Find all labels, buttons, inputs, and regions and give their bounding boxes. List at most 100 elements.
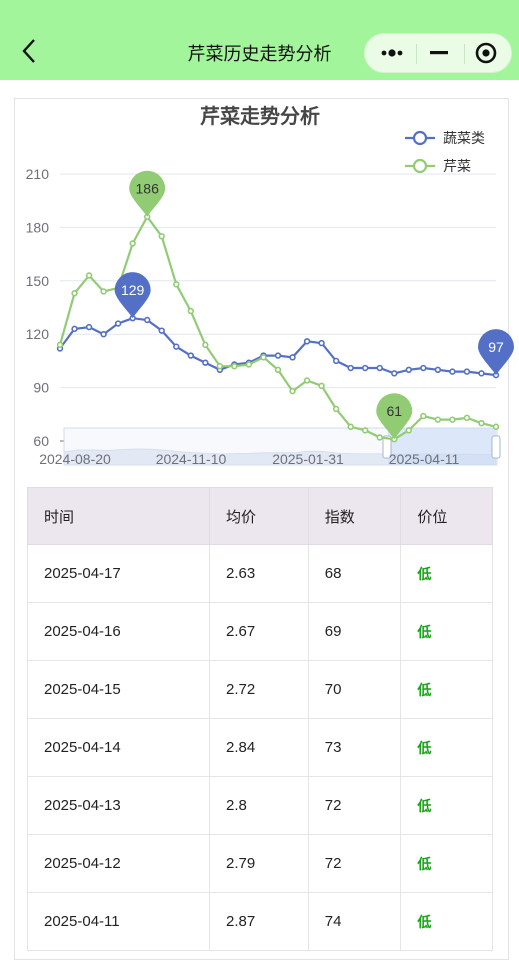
- marker-label: 186: [136, 181, 160, 197]
- more-icon[interactable]: [367, 34, 415, 72]
- data-point: [100, 331, 107, 338]
- table-row: 2025-04-16 2.67 69 低: [27, 602, 493, 661]
- y-tick-label: 90: [33, 380, 49, 396]
- cell-level: 低: [400, 602, 493, 661]
- cell-avg-price: 2.79: [209, 834, 309, 893]
- cell-level: 低: [400, 892, 493, 951]
- data-point: [129, 240, 136, 247]
- capsule-menu: [364, 33, 512, 73]
- header-avg-price: 均价: [209, 487, 309, 545]
- table-row: 2025-04-14 2.84 73 低: [27, 718, 493, 777]
- cell-avg-price: 2.72: [209, 660, 309, 719]
- data-zoom-selection: [388, 428, 496, 465]
- data-point: [376, 364, 383, 372]
- cell-avg-price: 2.87: [209, 892, 309, 951]
- table-row: 2025-04-11 2.87 74 低: [27, 892, 493, 951]
- data-point: [318, 382, 325, 390]
- marker-pin: [129, 170, 166, 217]
- chart-title: 芹菜走势分析: [200, 104, 320, 128]
- x-tick-label: 2025-01-31: [272, 451, 344, 467]
- data-point: [187, 352, 195, 359]
- level-badge: 低: [417, 565, 432, 582]
- data-point: [202, 359, 209, 366]
- marker-pin: [376, 393, 413, 440]
- capsule-divider: [464, 44, 465, 64]
- x-tick-label: 2024-11-10: [156, 451, 227, 467]
- data-point: [173, 281, 180, 288]
- cell-level: 低: [400, 834, 493, 893]
- data-point: [114, 320, 122, 327]
- marker-pin: [114, 272, 151, 319]
- data-point: [420, 364, 427, 372]
- level-badge: 低: [417, 681, 432, 698]
- data-point: [158, 233, 165, 240]
- level-badge: 低: [417, 855, 432, 872]
- data-point: [434, 366, 442, 373]
- cell-index: 72: [307, 834, 402, 893]
- cell-time: 2025-04-16: [27, 602, 210, 661]
- data-point: [71, 290, 78, 297]
- header-time: 时间: [27, 487, 210, 545]
- x-tick-label: 2025-04-11: [389, 451, 460, 467]
- back-arrow-icon[interactable]: [14, 36, 44, 66]
- data-point: [492, 423, 500, 430]
- cell-index: 73: [307, 718, 402, 777]
- table-row: 2025-04-12 2.79 72 低: [27, 834, 493, 893]
- data-point: [478, 370, 485, 377]
- cell-time: 2025-04-15: [27, 660, 210, 719]
- cell-index: 68: [307, 544, 402, 603]
- data-point: [289, 354, 296, 361]
- level-badge: 低: [417, 739, 432, 756]
- data-point: [260, 354, 267, 361]
- header-index: 指数: [307, 487, 402, 545]
- cell-index: 69: [307, 602, 402, 661]
- cell-avg-price: 2.84: [209, 718, 309, 777]
- data-point: [187, 307, 195, 315]
- header-price-level: 价位: [400, 487, 493, 545]
- data-point: [85, 272, 93, 279]
- data-point: [318, 339, 325, 347]
- data-point: [332, 357, 340, 365]
- data-point: [405, 366, 412, 373]
- cell-time: 2025-04-12: [27, 834, 210, 893]
- marker-label: 61: [386, 403, 402, 419]
- data-point: [173, 343, 180, 350]
- level-badge: 低: [417, 797, 432, 814]
- data-point: [144, 316, 151, 324]
- data-point: [245, 361, 253, 368]
- data-point: [274, 352, 282, 359]
- legend-symbol: [412, 130, 428, 146]
- data-point: [71, 325, 78, 333]
- data-point: [463, 368, 471, 375]
- cell-time: 2025-04-14: [27, 718, 210, 777]
- data-point: [332, 405, 340, 413]
- minimize-icon[interactable]: [415, 34, 463, 72]
- data-point: [303, 338, 311, 345]
- data-point: [434, 416, 442, 423]
- data-point: [347, 423, 354, 430]
- capsule-divider: [416, 44, 417, 64]
- cell-time: 2025-04-11: [27, 892, 210, 951]
- cell-level: 低: [400, 718, 493, 777]
- price-table: 时间 均价 指数 价位 2025-04-17 2.63 68 低 2025-04-16…: [27, 487, 493, 951]
- cell-level: 低: [400, 660, 493, 719]
- marker-label: 97: [488, 339, 504, 355]
- marker-pin: [478, 329, 514, 376]
- table-row: 2025-04-17 2.63 68 低: [27, 544, 493, 603]
- legend-label: 蔬菜类: [443, 131, 485, 147]
- table-row: 2025-04-13 2.8 72 低: [27, 776, 493, 835]
- close-target-icon[interactable]: [463, 34, 511, 72]
- y-tick-label: 120: [26, 326, 50, 342]
- data-point: [274, 366, 282, 373]
- data-point: [289, 387, 296, 395]
- table-row: 2025-04-15 2.72 70 低: [27, 660, 493, 719]
- legend-symbol: [412, 158, 428, 174]
- cell-time: 2025-04-13: [27, 776, 210, 835]
- cell-index: 74: [307, 892, 402, 951]
- data-point: [391, 370, 398, 377]
- cell-level: 低: [400, 544, 493, 603]
- legend-label: 芹菜: [443, 159, 471, 175]
- marker-label: 129: [121, 282, 145, 298]
- data-point: [376, 434, 383, 441]
- data-point: [449, 416, 456, 423]
